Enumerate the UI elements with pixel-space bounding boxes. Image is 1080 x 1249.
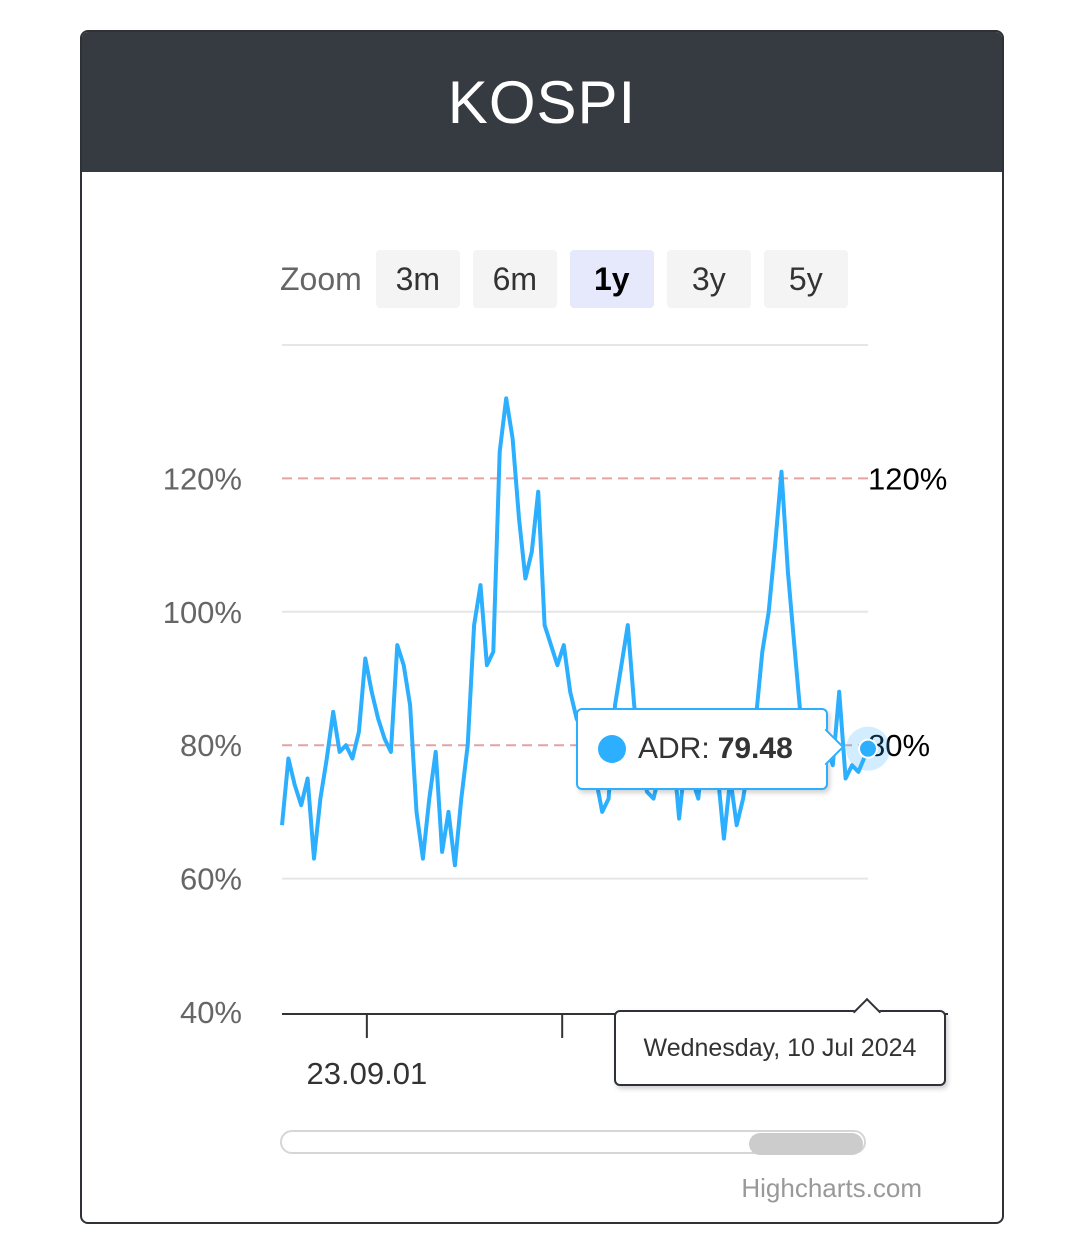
- y-tick-label: 120%: [163, 461, 242, 496]
- y-tick-label: 40%: [180, 995, 242, 1030]
- navigator-handle[interactable]: [749, 1133, 863, 1155]
- zoom-button-1y[interactable]: 1y: [569, 250, 654, 308]
- plot-line-label: 80%: [868, 728, 930, 763]
- navigator-scrollbar[interactable]: [280, 1130, 866, 1155]
- zoom-label: Zoom: [280, 260, 362, 297]
- tooltip-series-name: ADR:: [638, 732, 710, 765]
- data-point-marker[interactable]: [858, 738, 878, 759]
- y-tick-label: 80%: [180, 728, 242, 763]
- zoom-button-5y[interactable]: 5y: [763, 250, 848, 308]
- credits-link[interactable]: Highcharts.com: [741, 1173, 922, 1203]
- plot-line-label: 120%: [868, 461, 947, 496]
- card-header: KOSPI: [82, 32, 1002, 172]
- zoom-button-6m[interactable]: 6m: [472, 250, 557, 308]
- tooltip-value: 79.48: [717, 732, 793, 765]
- y-tick-label: 60%: [180, 862, 242, 897]
- zoom-button-3m[interactable]: 3m: [375, 250, 460, 308]
- chart-card: KOSPI 40% 60% 80% 100% 120% 120% 80% 23.09.01 Z…: [80, 30, 1004, 1224]
- series-marker-icon: [598, 735, 626, 763]
- series-line-adr: [280, 396, 870, 868]
- zoom-button-3y[interactable]: 3y: [666, 250, 751, 308]
- x-tick-label: 23.09.01: [307, 1056, 428, 1091]
- point-tooltip: ADR: 79.48: [576, 708, 845, 790]
- date-tooltip-text: Wednesday, 10 Jul 2024: [643, 1033, 917, 1062]
- y-tick-label: 100%: [163, 595, 242, 630]
- zoom-selector: Zoom 3m 6m 1y 3y 5y: [280, 250, 861, 308]
- page-title: KOSPI: [447, 68, 637, 136]
- date-tooltip: Wednesday, 10 Jul 2024: [614, 997, 946, 1086]
